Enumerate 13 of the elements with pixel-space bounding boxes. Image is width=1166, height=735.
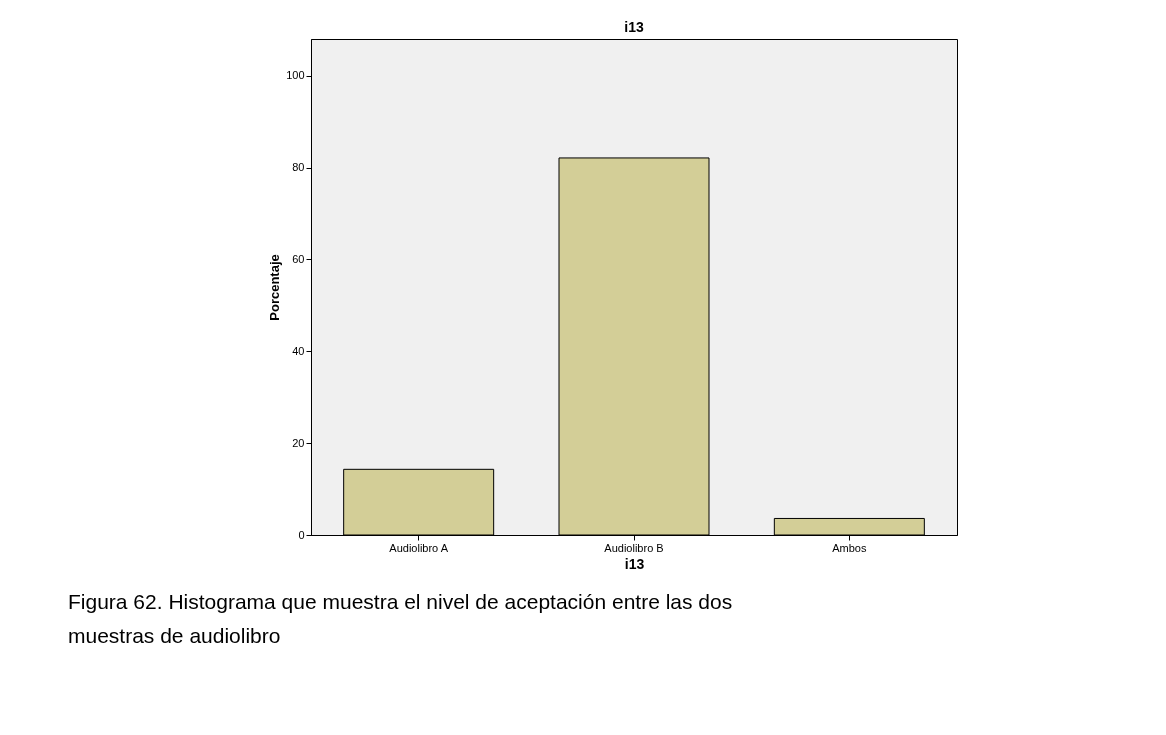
x-tick-label: Ambos bbox=[832, 541, 867, 554]
y-tick-label: 0 bbox=[298, 528, 305, 541]
chart-title: i13 bbox=[624, 19, 644, 35]
y-tick-label: 20 bbox=[292, 436, 305, 449]
text: Figura 62. Histograma que muestra el nivel de aceptación entre las dos muestras de audiolibro bbox=[68, 590, 733, 647]
y-axis-title: Porcentaje bbox=[267, 254, 283, 321]
x-tick-label: Audiolibro B bbox=[604, 541, 664, 554]
x-axis-title: i13 bbox=[624, 555, 645, 572]
y-tick-label: 60 bbox=[292, 252, 305, 265]
y-tick-label: 80 bbox=[292, 161, 305, 174]
y-tick-label: 40 bbox=[292, 344, 305, 357]
x-tick-label: Audiolibro A bbox=[389, 541, 449, 554]
y-tick-label: 100 bbox=[286, 69, 305, 82]
